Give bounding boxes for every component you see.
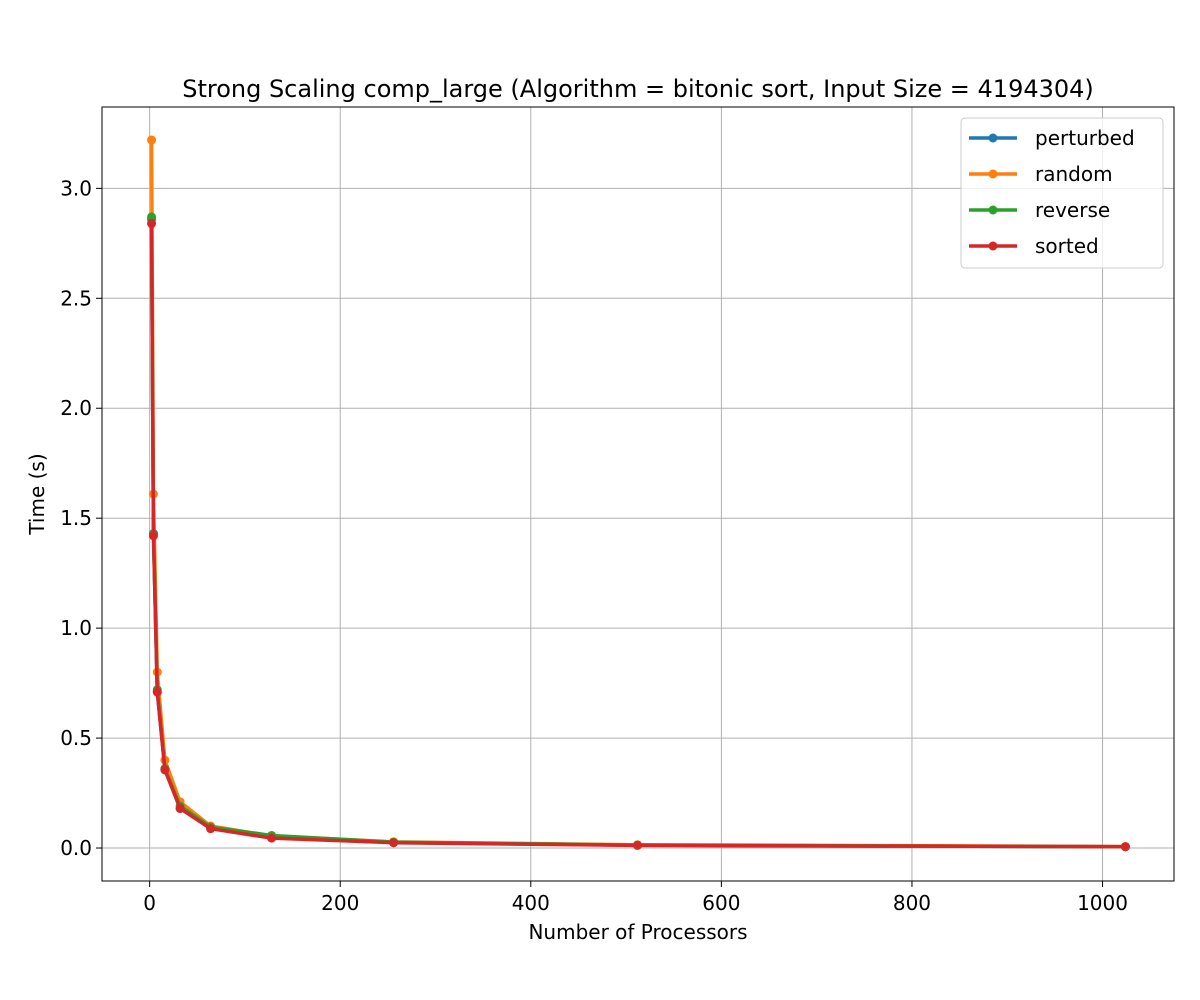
data-point-reverse xyxy=(147,212,157,222)
data-point-sorted xyxy=(152,687,162,697)
legend-label: reverse xyxy=(1035,198,1110,222)
plot-area-frame xyxy=(101,106,1175,882)
legend-label: sorted xyxy=(1035,234,1099,258)
y-tick-label: 2.5 xyxy=(60,286,92,310)
y-tick-label: 0.5 xyxy=(60,726,92,750)
x-tick-label: 800 xyxy=(893,891,931,915)
x-tick-label: 400 xyxy=(512,891,550,915)
y-tick-label: 1.5 xyxy=(60,506,92,530)
data-point-sorted xyxy=(175,803,185,813)
x-tick-label: 600 xyxy=(702,891,740,915)
legend-swatch-marker xyxy=(988,241,998,251)
x-axis-label: Number of Processors xyxy=(528,920,747,944)
series-line-sorted xyxy=(149,221,1128,849)
y-tick-label: 0.0 xyxy=(60,836,92,860)
legend-swatch-marker xyxy=(988,205,998,215)
axis-ticks: 0 200 400 600 800 1000 0.0 0.5 1.0 1.5 2.0 2.5 3.0 xyxy=(60,176,1128,915)
series-lines xyxy=(147,135,1130,852)
data-point-sorted xyxy=(267,833,277,843)
x-tick-label: 1000 xyxy=(1077,891,1128,915)
legend-label: random xyxy=(1035,162,1113,186)
data-point-sorted xyxy=(633,840,643,850)
series-sorted xyxy=(147,219,1130,852)
legend-swatch-marker xyxy=(988,169,998,179)
legend-box xyxy=(960,117,1164,269)
data-point-sorted xyxy=(389,838,399,848)
legend-swatch-marker xyxy=(988,133,998,143)
chart-title: Strong Scaling comp_large (Algorithm = b… xyxy=(182,75,1094,103)
grid xyxy=(102,107,1174,881)
data-point-sorted xyxy=(148,531,158,541)
legend-item-random: random xyxy=(969,162,1113,186)
y-tick-label: 1.0 xyxy=(60,616,92,640)
y-tick-label: 2.0 xyxy=(60,396,92,420)
legend-item-reverse: reverse xyxy=(969,198,1110,222)
y-tick-label: 3.0 xyxy=(60,176,92,200)
y-axis-label: Time (s) xyxy=(25,453,49,535)
x-tick-label: 200 xyxy=(321,891,359,915)
data-point-sorted xyxy=(1120,842,1130,852)
data-point-random xyxy=(147,135,157,145)
legend-label: perturbed xyxy=(1035,126,1135,150)
legend-item-sorted: sorted xyxy=(969,234,1099,258)
data-point-sorted xyxy=(206,824,216,834)
data-point-sorted xyxy=(160,765,170,775)
legend: perturbed random reverse sorted xyxy=(960,117,1164,269)
x-tick-label: 0 xyxy=(143,891,156,915)
legend-item-perturbed: perturbed xyxy=(969,126,1135,150)
data-point-sorted xyxy=(147,219,157,229)
